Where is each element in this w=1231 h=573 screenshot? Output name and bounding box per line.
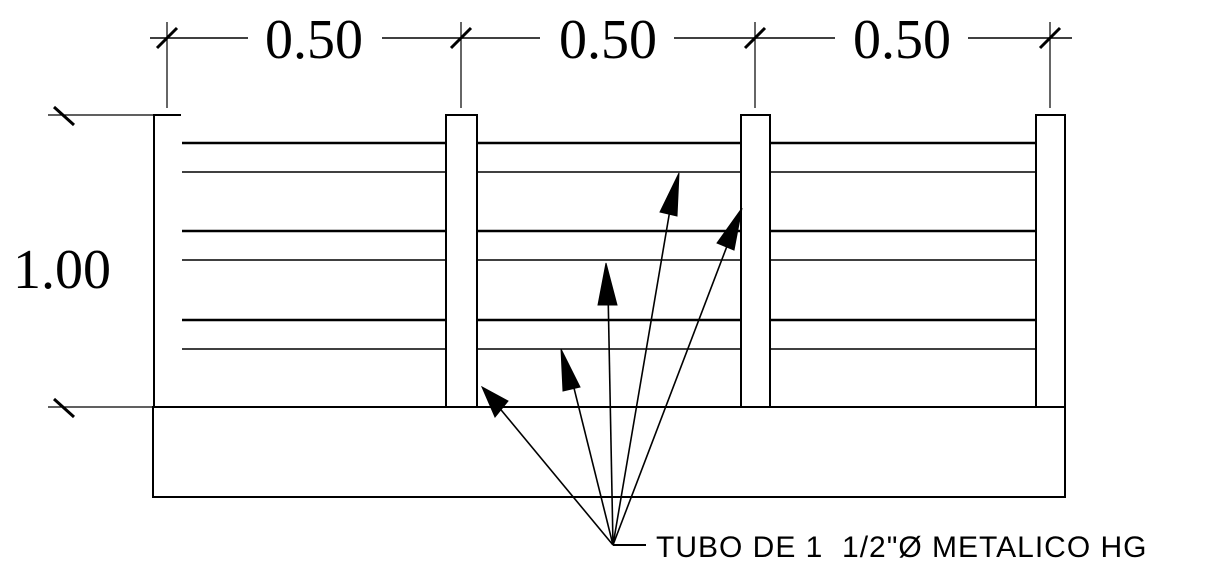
arrowhead-2 [560, 348, 581, 392]
leader-line-2 [569, 371, 614, 546]
horizontal-pipes [182, 141, 1036, 350]
leader-arrows [496, 197, 733, 546]
leader-line-1 [496, 404, 614, 546]
post-2 [445, 114, 478, 408]
top-dimension-chain [150, 22, 1072, 108]
tick-mark-2 [449, 26, 473, 50]
left-dimension [48, 105, 155, 419]
leader-line-3 [607, 289, 614, 546]
height-dimension-label: 1.00 [13, 239, 111, 301]
width-dimension-label-3: 0.50 [853, 9, 951, 71]
width-dimension-label-2: 0.50 [559, 9, 657, 71]
pipe-specification-note: TUBO DE 1 1/2"Ø METALICO HG [656, 531, 1148, 564]
railing-base [152, 406, 1066, 498]
tick-mark-1 [155, 26, 179, 50]
height-tick-mark-bottom [52, 397, 76, 419]
arrowhead-3 [597, 262, 618, 306]
arrowhead-5 [716, 207, 743, 251]
height-tick-mark-top [52, 105, 76, 127]
tick-mark-3 [743, 26, 767, 50]
leader-line-4 [612, 197, 673, 546]
width-dimension-label-1: 0.50 [265, 9, 363, 71]
post-4 [1035, 114, 1066, 408]
arrowhead-1 [480, 385, 509, 418]
railing-posts [153, 114, 1066, 408]
leader-arrowheads [480, 172, 743, 418]
arrowhead-4 [659, 172, 680, 217]
post-1 [153, 114, 181, 408]
post-3 [740, 114, 771, 408]
leader-line-5 [612, 232, 733, 546]
tick-mark-4 [1038, 26, 1062, 50]
